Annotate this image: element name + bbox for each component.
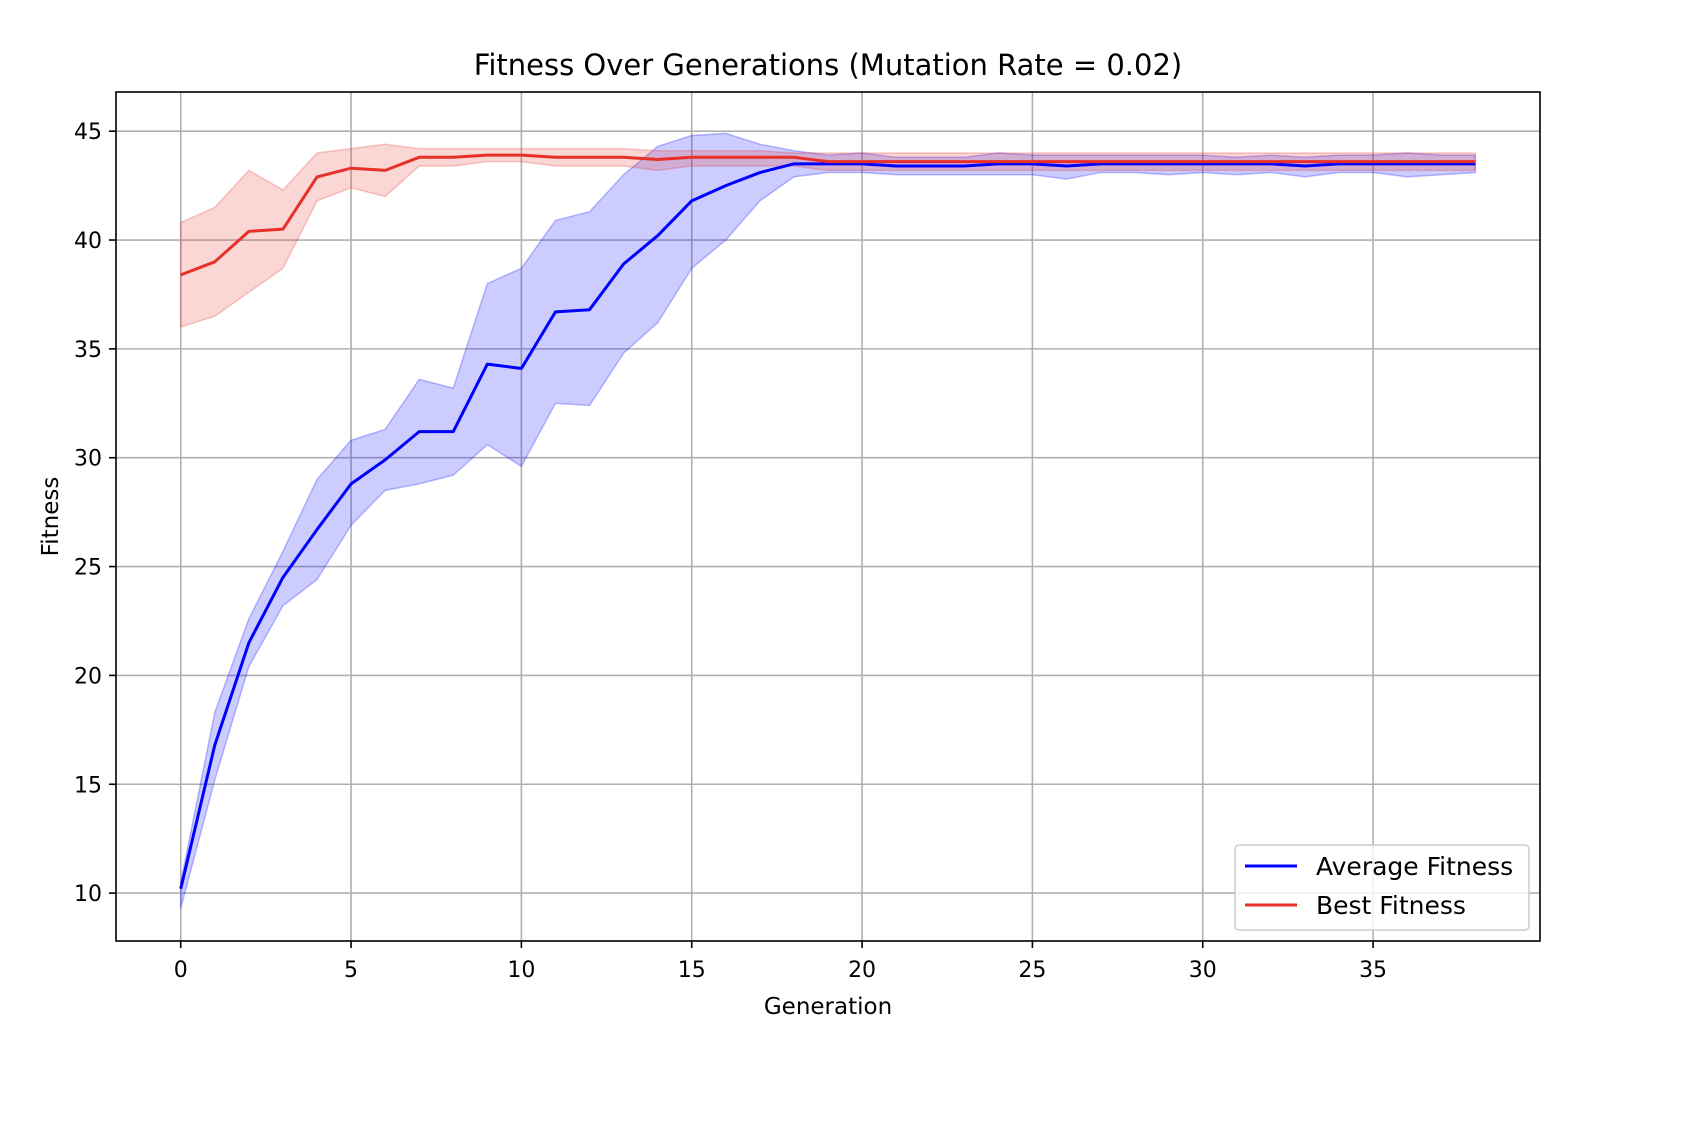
legend-label-best-fitness: Best Fitness	[1316, 891, 1466, 920]
x-tick-label: 0	[174, 958, 188, 983]
y-tick-label: 35	[74, 338, 102, 363]
legend-label-average-fitness: Average Fitness	[1316, 852, 1513, 881]
legend-box	[1234, 844, 1530, 931]
best-fitness-line	[180, 153, 1476, 277]
y-tick-label: 10	[74, 882, 102, 907]
legend: Average Fitness Best Fitness	[1234, 844, 1530, 931]
y-tick-label: 45	[74, 120, 102, 145]
y-tick-label: 25	[74, 556, 102, 581]
axis-ticks: 0 5 10 15 20 25 30 35 10 15 20 25 30 35 40 45	[74, 120, 1387, 983]
grid-lines	[116, 92, 1540, 941]
x-tick-label: 15	[678, 958, 706, 983]
x-tick-label: 30	[1189, 958, 1217, 983]
x-tick-label: 20	[848, 958, 876, 983]
y-tick-label: 15	[74, 773, 102, 798]
x-tick-label: 35	[1359, 958, 1387, 983]
chart-title: Fitness Over Generations (Mutation Rate …	[474, 48, 1182, 82]
x-tick-label: 5	[344, 958, 358, 983]
x-tick-label: 25	[1018, 958, 1046, 983]
series-lines	[179, 153, 1476, 890]
plot-area-frame	[115, 91, 1541, 942]
y-axis-label: Fitness	[38, 477, 64, 557]
x-tick-label: 10	[507, 958, 535, 983]
average-fitness-band	[179, 132, 1477, 909]
x-axis-label: Generation	[764, 994, 892, 1020]
y-tick-label: 40	[74, 229, 102, 254]
average-fitness-line	[179, 162, 1476, 890]
y-tick-label: 20	[74, 664, 102, 689]
y-tick-label: 30	[74, 447, 102, 472]
